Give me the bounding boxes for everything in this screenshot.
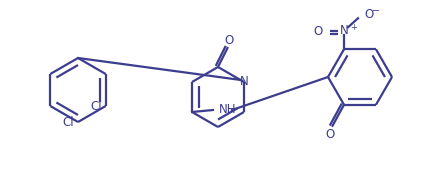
Text: O: O	[313, 25, 323, 38]
Text: +: +	[350, 23, 357, 32]
Text: N: N	[340, 24, 348, 37]
Text: O: O	[325, 128, 334, 141]
Text: N: N	[240, 75, 249, 88]
Text: −: −	[372, 6, 380, 16]
Text: NH: NH	[219, 102, 236, 115]
Text: Cl: Cl	[90, 100, 102, 112]
Text: O: O	[364, 8, 373, 21]
Text: Cl: Cl	[62, 115, 74, 129]
Text: O: O	[225, 33, 234, 46]
